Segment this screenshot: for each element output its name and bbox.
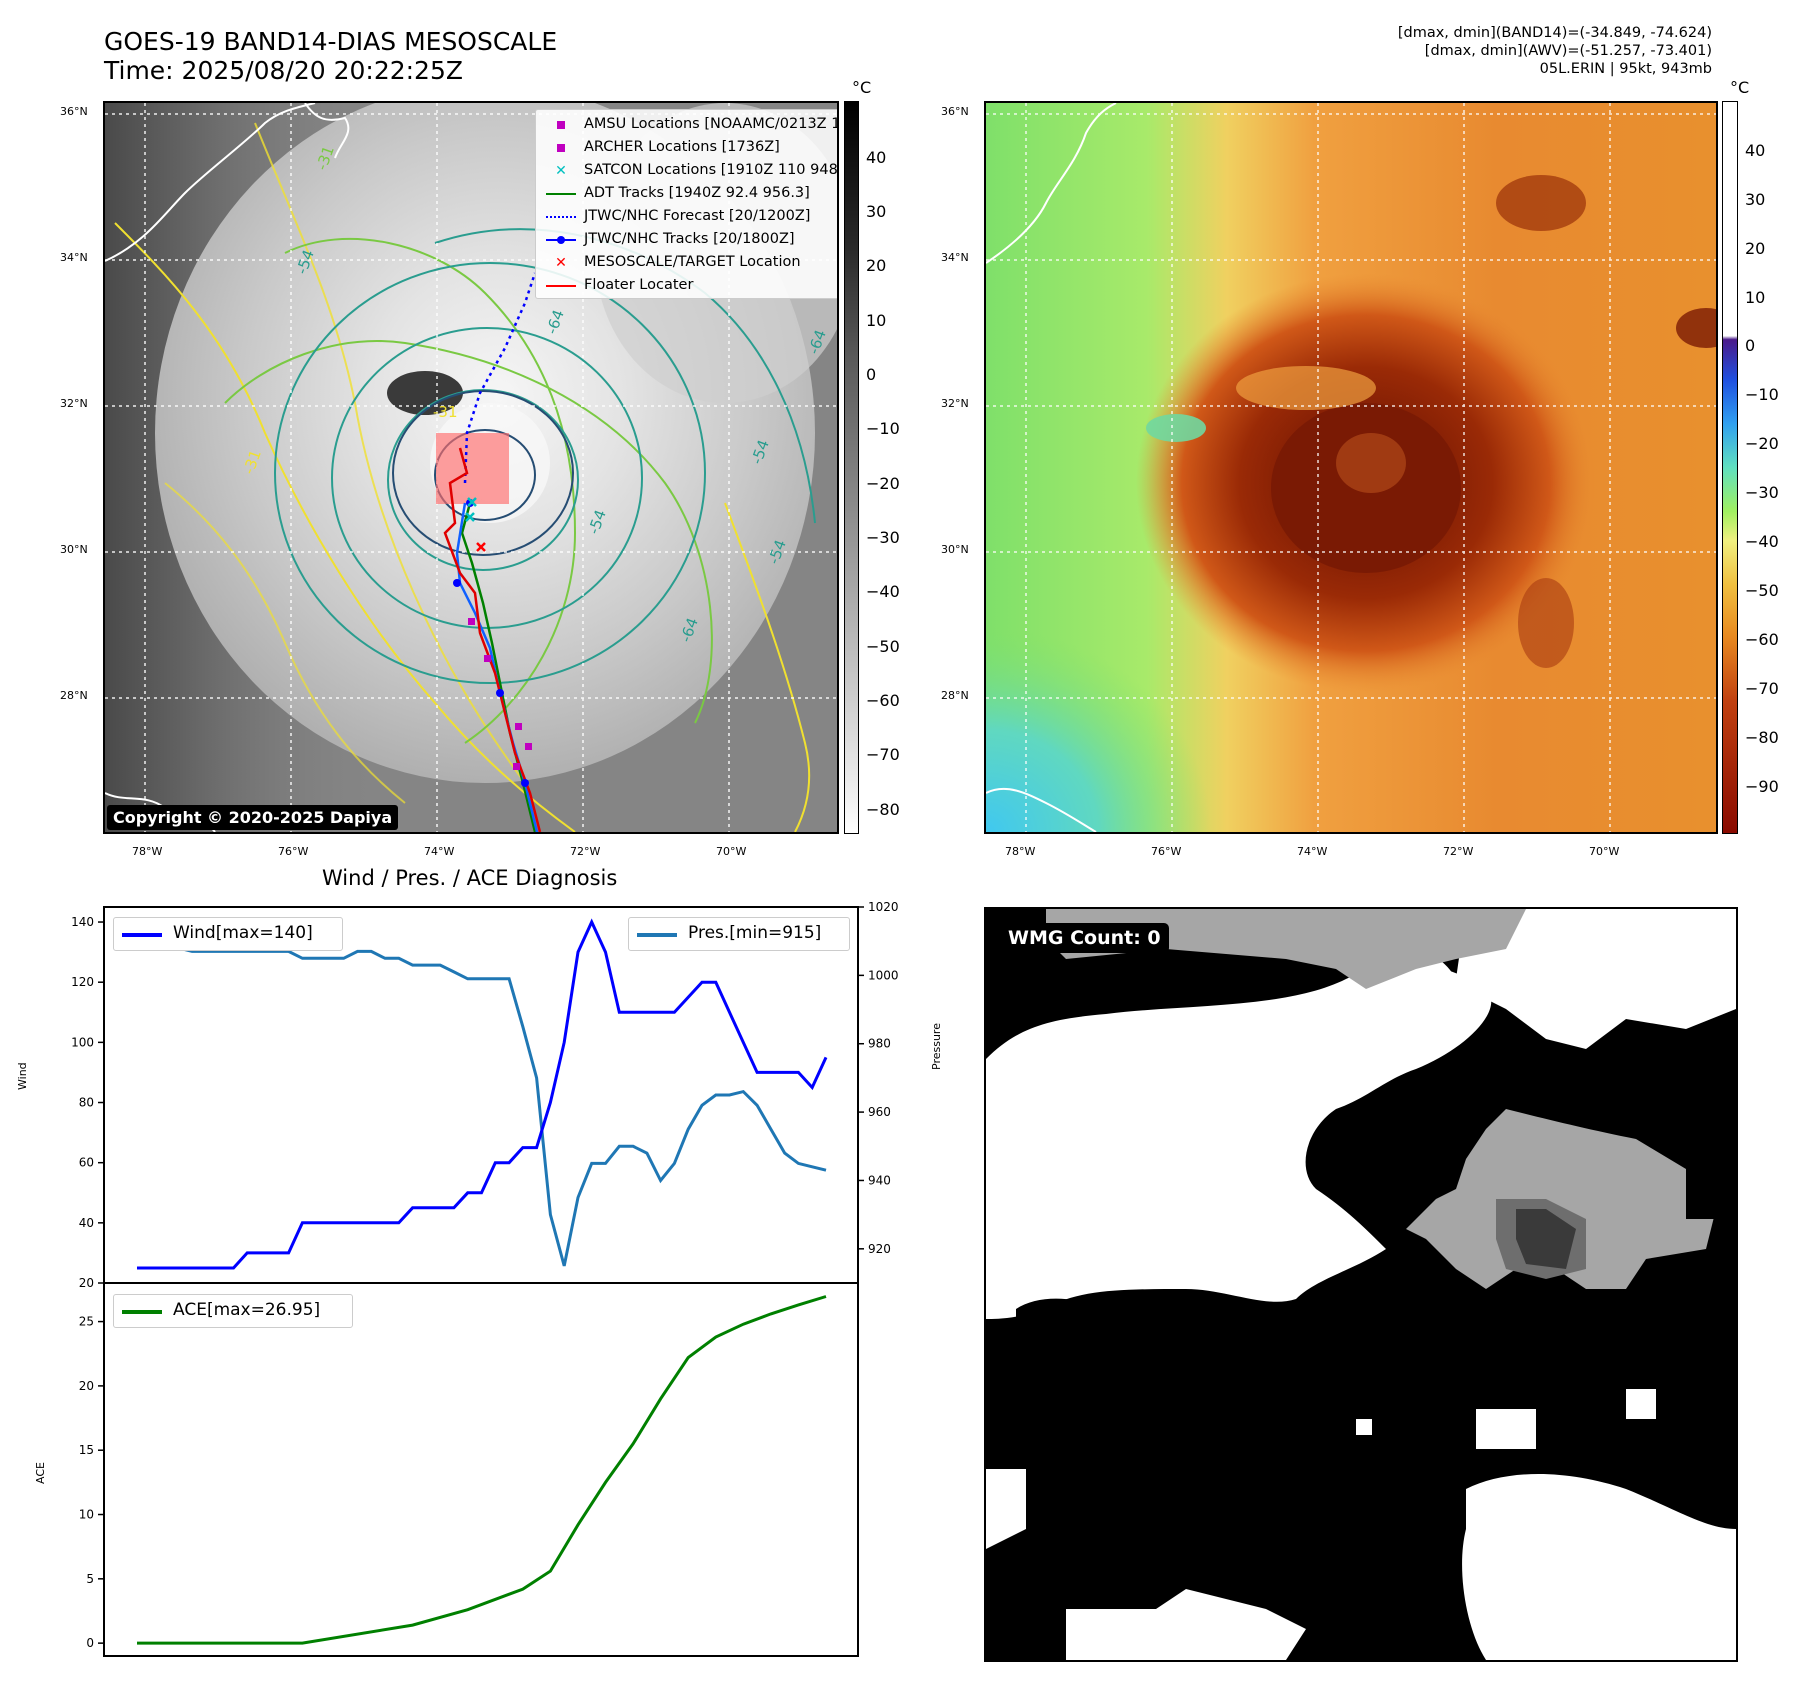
pressure-tick-label: 920 [868, 1242, 891, 1256]
ir-lat-tick: 32°N [60, 397, 88, 410]
wind-tick-label: 20 [79, 1276, 94, 1290]
ir-colorbar-tick: −80 [866, 800, 900, 819]
ir-legend: AMSU Locations [NOAAMC/0213Z 117 944] AR… [535, 109, 837, 299]
wv-colorbar-tick: −70 [1745, 679, 1779, 698]
pressure-tick-label: 960 [868, 1105, 891, 1119]
ir-colorbar-unit: °C [852, 78, 872, 97]
ace-plot-frame [103, 1282, 859, 1657]
ace-tick-label: 25 [79, 1315, 94, 1329]
pressure-series-line [137, 922, 827, 1267]
wv-colorbar-tick: 10 [1745, 288, 1766, 307]
ir-colorbar-tick: −30 [866, 528, 900, 547]
ir-colorbar-tick: −40 [866, 582, 900, 601]
figure-title: GOES-19 BAND14-DIAS MESOSCALE [104, 27, 558, 56]
ir-lon-tick: 74°W [424, 845, 455, 858]
ir-lat-tick: 36°N [60, 105, 88, 118]
pressure-legend-label: Pres.[min=915] [688, 923, 822, 943]
ace-series-line [137, 1295, 827, 1645]
ace-tick-label: 0 [86, 1636, 94, 1650]
storm-info: 05L.ERIN | 95kt, 943mb [1539, 61, 1712, 77]
ir-lon-tick: 76°W [278, 845, 309, 858]
wv-colorbar-tick: 30 [1745, 190, 1766, 209]
band14-stats: [dmax, dmin](BAND14)=(-34.849, -74.624) [1397, 25, 1712, 41]
ir-colorbar-tick: −50 [866, 637, 900, 656]
ir-colorbar-tick: 0 [866, 365, 877, 384]
wind-tick-label: 60 [79, 1156, 94, 1170]
ace-tick-label: 10 [79, 1508, 94, 1522]
wv-colorbar-tick: −30 [1745, 483, 1779, 502]
wv-lon-tick: 76°W [1151, 845, 1182, 858]
wv-lat-tick: 34°N [941, 251, 969, 264]
wind-legend-label: Wind[max=140] [173, 923, 313, 943]
ir-lon-tick: 72°W [570, 845, 601, 858]
wv-lon-tick: 70°W [1589, 845, 1620, 858]
wind-tick-label: 140 [71, 915, 94, 929]
wv-lat-tick: 36°N [941, 105, 969, 118]
wv-colorbar-tick: 0 [1745, 336, 1756, 355]
ir-colorbar-tick: −20 [866, 474, 900, 493]
wind-tick-label: 100 [71, 1035, 94, 1049]
wv-colorbar-tick: −20 [1745, 434, 1779, 453]
ir-colorbar-tick: 20 [866, 256, 887, 275]
pressure-tick-label: 1020 [868, 900, 899, 914]
wv-colorbar-tick: 20 [1745, 239, 1766, 258]
ace-tick-label: 5 [86, 1572, 94, 1586]
wv-lon-tick: 74°W [1297, 845, 1328, 858]
ir-colorbar [844, 101, 859, 834]
wv-colorbar-tick: −50 [1745, 581, 1779, 600]
chart-title: Wind / Pres. / ACE Diagnosis [322, 866, 618, 890]
wv-colorbar-tick: −10 [1745, 385, 1779, 404]
figure-timestamp: Time: 2025/08/20 20:22:25Z [104, 56, 463, 85]
pressure-tick-label: 940 [868, 1173, 891, 1187]
pressure-axis-label: Pressure [930, 1023, 943, 1070]
wmg-count-badge: WMG Count: 0 [1000, 923, 1169, 953]
ir-lat-tick: 34°N [60, 251, 88, 264]
pressure-legend: Pres.[min=915] [628, 917, 850, 951]
copyright-badge: Copyright © 2020-2025 Dapiya [107, 805, 399, 830]
ir-lon-tick: 70°W [716, 845, 747, 858]
pressure-tick-label: 980 [868, 1037, 891, 1051]
wind-series-line [137, 918, 828, 1270]
wv-colorbar-tick: −60 [1745, 630, 1779, 649]
ir-colorbar-tick: 40 [866, 148, 887, 167]
wind-tick-label: 80 [79, 1096, 94, 1110]
ir-colorbar-tick: −60 [866, 691, 900, 710]
wv-lon-tick: 78°W [1005, 845, 1036, 858]
wind-tick-label: 120 [71, 975, 94, 989]
wv-map-panel [984, 101, 1718, 834]
wv-colorbar-tick: −40 [1745, 532, 1779, 551]
awv-stats: [dmax, dmin](AWV)=(-51.257, -73.401) [1424, 43, 1712, 59]
ir-lat-tick: 28°N [60, 689, 88, 702]
ir-colorbar-tick: 10 [866, 311, 887, 330]
wv-lat-tick: 32°N [941, 397, 969, 410]
contour-label: -31 [433, 403, 458, 421]
wind-tick-label: 40 [79, 1216, 94, 1230]
ace-tick-label: 20 [79, 1379, 94, 1393]
ir-colorbar-tick: −10 [866, 419, 900, 438]
wv-lat-tick: 28°N [941, 689, 969, 702]
wmg-panel: WMG Count: 0 [984, 907, 1738, 1662]
ir-map-panel: -31 -54 -64 -54 -64 -54 -54 -64 -31 -31 … [103, 101, 839, 834]
ir-lat-tick: 30°N [60, 543, 88, 556]
wind-legend: Wind[max=140] [113, 917, 343, 951]
wv-imagery [986, 103, 1716, 832]
ace-axis-label: ACE [34, 1462, 47, 1484]
pressure-tick-label: 1000 [868, 968, 899, 982]
wv-colorbar [1722, 101, 1738, 834]
ace-tick-label: 15 [79, 1443, 94, 1457]
wv-lat-tick: 30°N [941, 543, 969, 556]
ace-legend: ACE[max=26.95] [113, 1294, 353, 1328]
ace-legend-label: ACE[max=26.95] [173, 1300, 321, 1320]
wv-colorbar-tick: 40 [1745, 141, 1766, 160]
ir-colorbar-tick: 30 [866, 202, 887, 221]
wv-colorbar-unit: °C [1730, 78, 1750, 97]
ir-lon-tick: 78°W [132, 845, 163, 858]
wmg-imagery [986, 909, 1736, 1660]
wv-lon-tick: 72°W [1443, 845, 1474, 858]
wv-colorbar-tick: −90 [1745, 777, 1779, 796]
ir-colorbar-tick: −70 [866, 745, 900, 764]
wind-axis-label: Wind [16, 1062, 29, 1090]
wv-colorbar-tick: −80 [1745, 728, 1779, 747]
